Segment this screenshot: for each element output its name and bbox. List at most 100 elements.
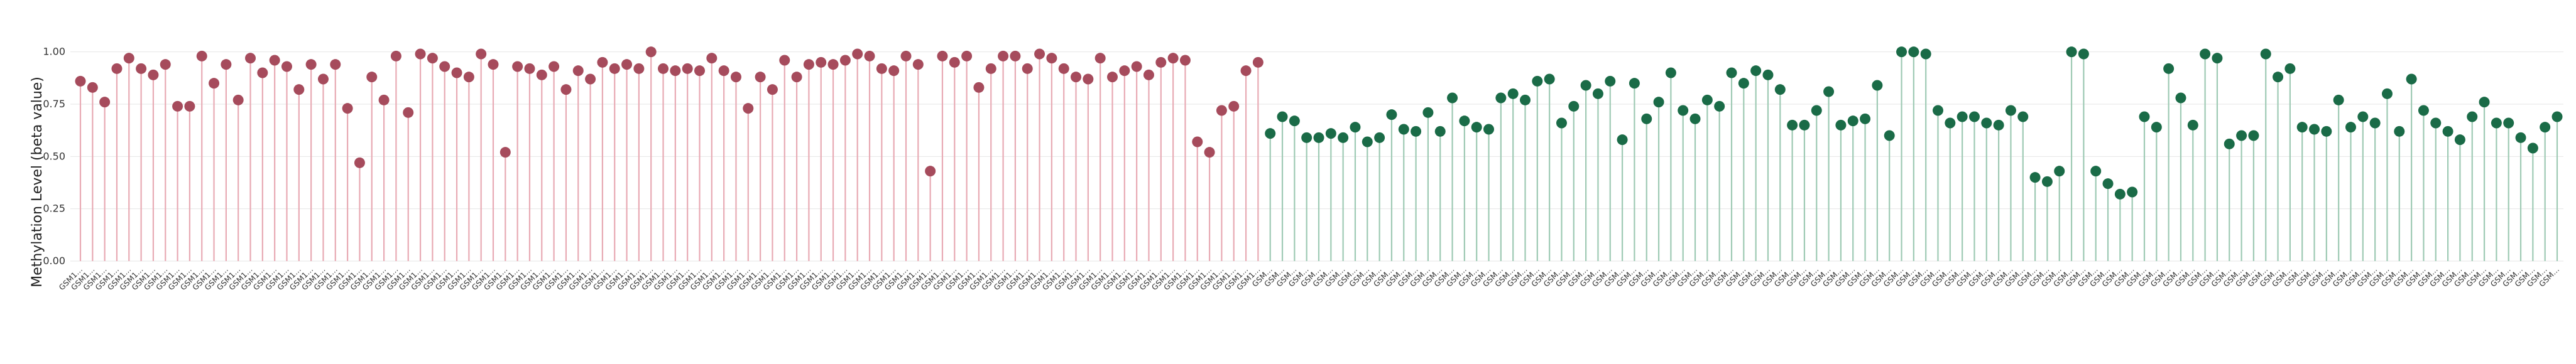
data-point [1034,48,1045,60]
data-point [172,100,183,112]
data-point [852,48,863,60]
data-point [779,55,790,66]
data-point [1896,46,1907,58]
data-point [536,69,547,80]
data-point [670,65,681,77]
data-point [2394,126,2405,137]
data-point [2041,176,2053,187]
data-point [1774,84,1786,95]
data-point [1301,132,1313,143]
data-point [767,84,778,95]
data-point [985,63,996,74]
data-point [2357,111,2369,122]
data-point [1678,105,1689,116]
data-point [2139,111,2150,122]
data-point [1592,88,1603,99]
data-point [718,65,729,77]
data-point [354,157,365,168]
data-point [1216,105,1227,116]
data-point [2005,105,2016,116]
data-point [342,103,353,114]
data-point [1483,124,1495,135]
data-point [633,63,645,74]
data-point [317,73,329,85]
data-point [1313,132,1324,143]
data-point [1605,75,1616,87]
data-point [2369,117,2381,129]
data-point [1884,130,1895,141]
data-point [1240,65,1252,77]
data-point [524,63,535,74]
data-point [1422,107,1434,118]
data-point [2114,188,2126,200]
data-point [706,53,718,64]
data-point [1823,86,1835,97]
data-point [2345,122,2356,133]
data-point [1350,122,1361,133]
y-tick-label: 1.00 [43,46,65,58]
data-point [148,69,159,80]
data-point [2515,132,2526,143]
data-point [2212,53,2223,64]
y-tick-label: 0.00 [43,255,65,267]
data-point [427,53,438,64]
data-point [925,166,936,177]
data-point [1993,119,2004,131]
data-point [2406,73,2417,85]
data-point [1860,113,1871,124]
data-point [75,75,86,87]
data-point [1094,53,1106,64]
data-point [876,63,887,74]
data-point [1738,78,1749,89]
data-point [694,65,705,77]
data-point [973,82,985,93]
data-point [1228,100,1240,112]
data-point [2151,122,2162,133]
data-point [2054,166,2065,177]
data-point [2551,111,2563,122]
data-point [585,73,596,85]
data-point [1252,56,1263,68]
data-point [1071,72,1082,83]
data-point [2163,63,2175,74]
data-point [305,59,317,70]
y-axis: 0.00 0.25 0.50 0.75 1.00 [43,46,65,267]
data-point [2017,111,2029,122]
data-point [2200,48,2211,60]
data-point [548,61,560,72]
data-point [682,63,693,74]
y-tick-label: 0.25 [43,203,65,215]
data-point [1641,113,1652,124]
data-point [1556,117,1567,129]
data-point [1507,88,1519,99]
data-point [499,147,511,158]
data-point [1617,134,1628,146]
data-point [597,56,608,68]
data-point [2090,166,2102,177]
data-point [2248,130,2259,141]
data-point [1544,73,1555,85]
data-point [1495,92,1507,104]
data-point [816,56,827,68]
data-point [2540,122,2551,133]
data-point [221,59,232,70]
data-point [2442,126,2453,137]
data-point [1362,136,1373,147]
data-point [209,78,220,89]
data-point [2491,117,2502,129]
data-point [390,50,401,62]
data-point [451,67,462,78]
data-point [1933,105,1943,116]
data-point [2187,119,2198,131]
data-point [1568,100,1580,112]
data-point [366,72,378,83]
data-point [1968,111,1980,122]
data-point [1131,61,1142,72]
data-point [269,55,280,66]
data-point [864,50,875,62]
data-point [1398,124,1409,135]
data-point [439,61,450,72]
data-point [1689,113,1701,124]
data-point [912,59,924,70]
